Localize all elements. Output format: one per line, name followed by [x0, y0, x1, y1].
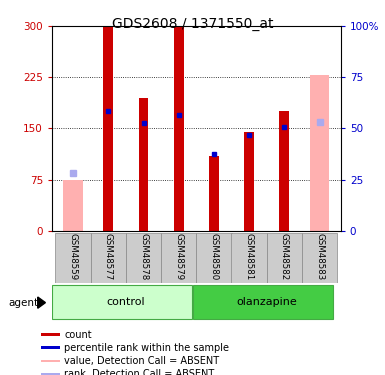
Bar	[52, 285, 192, 319]
Bar	[139, 98, 149, 231]
Bar	[161, 232, 196, 283]
Text: olanzapine: olanzapine	[236, 297, 297, 307]
Bar	[126, 232, 161, 283]
Bar	[174, 26, 184, 231]
Polygon shape	[38, 297, 45, 308]
Bar	[231, 232, 267, 283]
Bar	[193, 285, 333, 319]
Bar	[209, 156, 219, 231]
Text: GSM48578: GSM48578	[139, 233, 148, 280]
Bar	[55, 232, 91, 283]
Bar	[90, 232, 126, 283]
Text: GSM48582: GSM48582	[280, 233, 289, 280]
Text: GSM48580: GSM48580	[209, 233, 218, 280]
Bar	[196, 232, 232, 283]
Text: control: control	[107, 297, 145, 307]
Bar	[42, 360, 60, 363]
Text: GDS2608 / 1371550_at: GDS2608 / 1371550_at	[112, 17, 273, 31]
Bar	[42, 333, 60, 336]
Bar	[64, 180, 83, 231]
Text: rank, Detection Call = ABSENT: rank, Detection Call = ABSENT	[64, 369, 215, 375]
Text: GSM48559: GSM48559	[69, 233, 78, 280]
Bar	[310, 75, 329, 231]
Text: GSM48581: GSM48581	[245, 233, 254, 280]
Text: count: count	[64, 330, 92, 340]
Text: agent: agent	[8, 298, 38, 308]
Text: GSM48579: GSM48579	[174, 233, 183, 280]
Text: percentile rank within the sample: percentile rank within the sample	[64, 343, 229, 353]
Bar	[42, 346, 60, 349]
Bar	[302, 232, 337, 283]
Bar	[280, 111, 289, 231]
Text: value, Detection Call = ABSENT: value, Detection Call = ABSENT	[64, 356, 219, 366]
Bar	[244, 132, 254, 231]
Bar	[104, 26, 113, 231]
Text: GSM48577: GSM48577	[104, 233, 113, 280]
Bar	[267, 232, 302, 283]
Text: GSM48583: GSM48583	[315, 233, 324, 280]
Bar	[42, 373, 60, 375]
